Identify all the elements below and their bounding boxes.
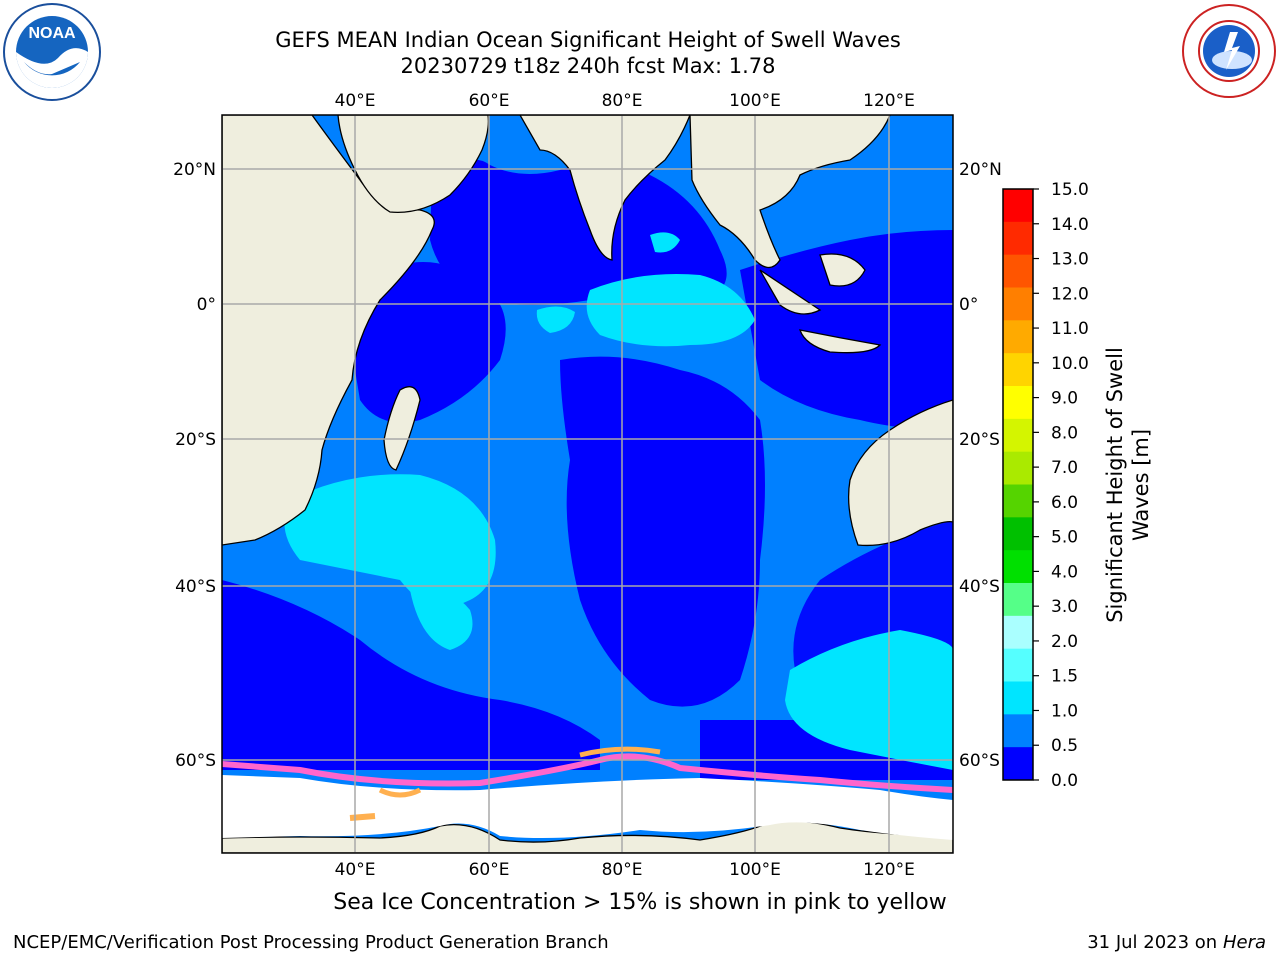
colorbar-tick-label: 1.0 bbox=[1051, 701, 1078, 721]
colorbar-tick-label: 9.0 bbox=[1051, 389, 1078, 409]
lon-label-top: 40°E bbox=[335, 91, 376, 111]
lon-label-top: 120°E bbox=[863, 91, 915, 111]
colorbar-swatch bbox=[1003, 418, 1033, 453]
colorbar-tick-label: 12.0 bbox=[1051, 284, 1089, 304]
colorbar-tick-label: 7.0 bbox=[1051, 458, 1078, 478]
lat-label-left: 20°N bbox=[173, 160, 216, 180]
colorbar-tick-label: 1.5 bbox=[1051, 667, 1078, 687]
colorbar-tick-label: 8.0 bbox=[1051, 423, 1078, 443]
colorbar-tick-label: 5.0 bbox=[1051, 528, 1078, 548]
colorbar-swatch bbox=[1003, 550, 1033, 584]
colorbar-swatch bbox=[1003, 615, 1033, 650]
lon-label-bottom: 120°E bbox=[863, 860, 915, 880]
map-grid bbox=[222, 115, 953, 853]
colorbar-swatch bbox=[1003, 583, 1033, 617]
colorbar-swatch bbox=[1003, 648, 1033, 682]
lat-label-left: 0° bbox=[197, 295, 216, 315]
high-swell-regions bbox=[284, 232, 953, 770]
colorbar-swatch bbox=[1003, 386, 1033, 420]
lat-label-right: 20°S bbox=[959, 430, 1000, 450]
colorbar-swatch bbox=[1003, 254, 1033, 288]
lat-label-right: 0° bbox=[959, 295, 978, 315]
colorbar-swatch bbox=[1003, 714, 1033, 748]
colorbar-swatch bbox=[1003, 451, 1033, 485]
lat-label-right: 40°S bbox=[959, 577, 1000, 597]
sea-ice-caption: Sea Ice Concentration > 15% is shown in … bbox=[333, 890, 947, 915]
colorbar-swatch bbox=[1003, 747, 1033, 781]
colorbar-tick-label: 13.0 bbox=[1051, 250, 1089, 270]
svg-text:NOAA: NOAA bbox=[28, 25, 76, 42]
footer-date-text: 31 Jul 2023 on bbox=[1087, 932, 1223, 953]
low-swell-regions bbox=[222, 159, 953, 780]
colorbar-swatch bbox=[1003, 353, 1033, 387]
colorbar-tick-label: 14.0 bbox=[1051, 215, 1089, 235]
colorbar-frame bbox=[1002, 188, 1034, 781]
lat-label-right: 20°N bbox=[959, 160, 1002, 180]
colorbar-swatch bbox=[1003, 287, 1033, 321]
map-frame bbox=[221, 114, 954, 854]
colorbar-label-line1: Significant Height of Swell bbox=[1103, 347, 1127, 623]
lon-label-top: 80°E bbox=[602, 91, 643, 111]
lon-label-top: 60°E bbox=[469, 91, 510, 111]
colorbar-tick-label: 0.0 bbox=[1051, 771, 1078, 791]
colorbar-swatch bbox=[1003, 189, 1033, 223]
colorbar-swatch bbox=[1003, 484, 1033, 518]
sea-ice-zone bbox=[222, 775, 953, 840]
noaa-logo: NOAA bbox=[3, 3, 101, 101]
lon-label-bottom: 100°E bbox=[729, 860, 781, 880]
colorbar-tick-label: 15.0 bbox=[1051, 180, 1089, 200]
colorbar-swatch bbox=[1003, 681, 1033, 715]
footer-branch: NCEP/EMC/Verification Post Processing Pr… bbox=[13, 932, 609, 953]
lon-label-top: 100°E bbox=[729, 91, 781, 111]
footer-date: 31 Jul 2023 on Hera bbox=[1087, 932, 1266, 953]
lon-label-bottom: 60°E bbox=[469, 860, 510, 880]
chart-subtitle: 20230729 t18z 240h fcst Max: 1.78 bbox=[400, 54, 776, 78]
lat-label-right: 60°S bbox=[959, 751, 1000, 771]
colorbar-swatch bbox=[1003, 320, 1033, 354]
colorbar-tick-label: 6.0 bbox=[1051, 493, 1078, 513]
lat-label-left: 20°S bbox=[175, 430, 216, 450]
colorbar-ticks: 15.0 14.0 13.0 12.0 11.0 10.0 9.0 8.0 7.0 6.0 5.0 4… bbox=[1033, 180, 1089, 791]
colorbar-tick-label: 3.0 bbox=[1051, 597, 1078, 617]
colorbar-label-line2: Waves [m] bbox=[1129, 429, 1153, 541]
colorbar-swatch bbox=[1003, 221, 1033, 256]
footer-machine: Hera bbox=[1222, 932, 1266, 953]
colorbar bbox=[1003, 189, 1033, 781]
nws-logo bbox=[1182, 4, 1276, 98]
chart-title: GEFS MEAN Indian Ocean Significant Heigh… bbox=[275, 28, 901, 52]
colorbar-swatch bbox=[1003, 517, 1033, 551]
lon-label-bottom: 40°E bbox=[335, 860, 376, 880]
ice-edge-band bbox=[222, 753, 953, 793]
lon-label-bottom: 80°E bbox=[602, 860, 643, 880]
colorbar-tick-label: 10.0 bbox=[1051, 354, 1089, 374]
colorbar-tick-label: 0.5 bbox=[1051, 736, 1078, 756]
lat-label-left: 40°S bbox=[175, 577, 216, 597]
colorbar-tick-label: 2.0 bbox=[1051, 632, 1078, 652]
colorbar-tick-label: 4.0 bbox=[1051, 562, 1078, 582]
colorbar-tick-label: 11.0 bbox=[1051, 319, 1089, 339]
land-masses bbox=[222, 115, 953, 853]
lat-label-left: 60°S bbox=[175, 751, 216, 771]
